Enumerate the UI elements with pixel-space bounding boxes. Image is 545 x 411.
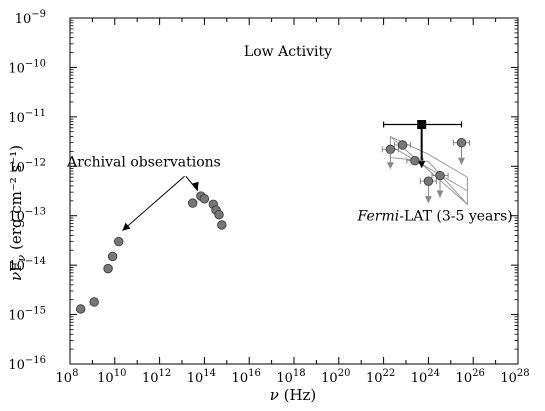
butterfly-fit-line (390, 145, 468, 192)
square-ul-arrow (418, 161, 426, 169)
x-tick-label: 1028 (500, 368, 529, 386)
fermi-point (456, 138, 467, 148)
y-tick-label: 10−10 (8, 58, 46, 76)
x-tick-label: 1026 (456, 368, 485, 386)
archival-point (75, 304, 86, 314)
archival-point (199, 194, 210, 204)
archival-series (75, 191, 227, 314)
fermi-ul-arrow (457, 157, 465, 165)
fermi-ul-arrow (436, 190, 444, 198)
fermi-label: Fermi-LAT (3-5 years) (357, 209, 513, 225)
x-tick-label: 1022 (366, 368, 395, 386)
x-tick-label: 1014 (187, 368, 216, 386)
x-tick-label: 1010 (97, 368, 126, 386)
y-tick-label: 10−15 (8, 306, 46, 324)
archival-point (103, 263, 113, 274)
archival-point (89, 297, 99, 307)
fermi-series (381, 138, 471, 204)
square-series (383, 120, 463, 169)
archival-point (187, 198, 198, 208)
plot-area: 108 1010 1012 1014 1016 1018 1020 1022 1024 1026 1… (8, 9, 529, 386)
plot-frame (69, 17, 519, 365)
chart-title: Low Activity (244, 44, 332, 60)
archival-point (217, 220, 227, 230)
archival-arrowhead (191, 181, 199, 191)
x-tick-label: 1018 (276, 368, 305, 386)
archival-point (214, 209, 224, 220)
fermi-point (397, 140, 408, 150)
x-tick-label: 1024 (411, 368, 440, 386)
y-tick-label: 10−16 (8, 355, 46, 373)
x-tick-label: 1016 (232, 368, 261, 386)
square-point (417, 120, 427, 130)
x-tick-label: 108 (56, 368, 79, 386)
y-tick-label: 10−12 (8, 157, 46, 175)
archival-point (107, 251, 118, 262)
y-axis-label: νFν (erg cm⁻² s⁻¹) (7, 145, 28, 281)
archival-point (114, 236, 124, 247)
fermi-point (410, 155, 420, 166)
archival-arrow-radio (122, 175, 185, 231)
y-tick-label: 10−11 (8, 108, 46, 126)
y-tick-label: 10−9 (15, 9, 46, 27)
y-tick-label: 10−13 (8, 207, 46, 225)
fermi-point (435, 170, 445, 181)
y-tick-label: 10−14 (8, 256, 46, 274)
archival-label: Archival observations (66, 154, 221, 170)
x-axis-label: ν (Hz) (270, 386, 317, 404)
fermi-ul-arrow (424, 196, 432, 204)
fermi-ul-arrow (386, 162, 394, 170)
x-tick-label: 1020 (321, 368, 350, 386)
x-tick-label: 1012 (142, 368, 171, 386)
archival-arrowhead (122, 222, 131, 231)
fermi-point (423, 176, 434, 186)
